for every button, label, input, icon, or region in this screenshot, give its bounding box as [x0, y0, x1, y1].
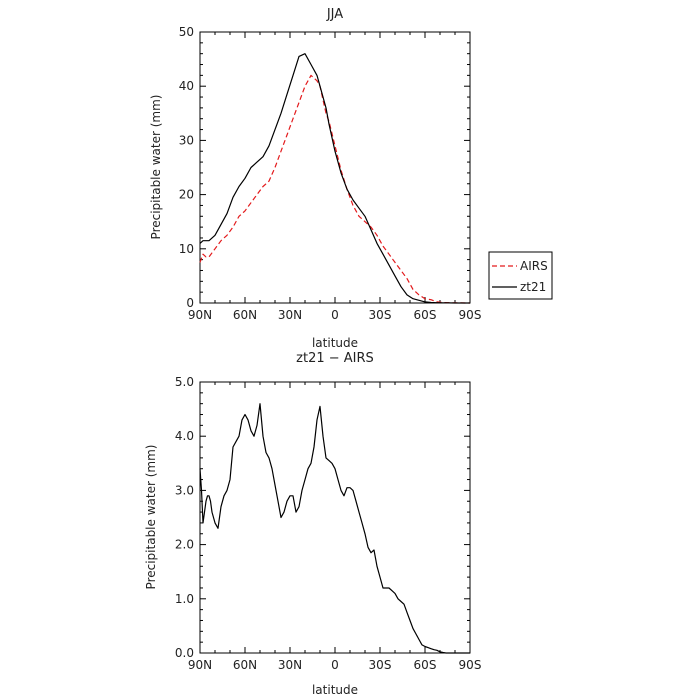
legend-label-zt21: zt21	[520, 280, 546, 294]
y-tick-label: 2.0	[175, 538, 194, 552]
plot-frame	[199, 31, 471, 304]
x-tick-label: 0	[331, 308, 339, 322]
y-tick-label: 50	[179, 25, 194, 39]
chart-panel-jja: JJA 90N 60N 30N 0 30S 60S 90S 0 10 20 30 40 50 lati…	[149, 7, 553, 350]
y-axis-label: Precipitable water (mm)	[149, 95, 163, 240]
x-tick-label: 60S	[414, 658, 437, 672]
legend-box	[488, 251, 553, 300]
chart-panel-difference: zt21 − AIRS 90N 60N 30N 0 30S 60S 90S 0.0 1.0 2.…	[144, 351, 481, 697]
x-tick-label: 0	[331, 658, 339, 672]
x-tick-label: 90N	[188, 308, 212, 322]
chart-title: JJA	[326, 7, 343, 22]
y-tick-label: 0.0	[175, 646, 194, 660]
x-tick-label: 30N	[278, 308, 302, 322]
axis-ticks	[199, 381, 471, 654]
y-tick-label: 30	[179, 133, 194, 147]
legend: AIRS zt21	[488, 251, 553, 300]
axis-ticks	[199, 31, 471, 304]
y-tick-labels: 0.0 1.0 2.0 3.0 4.0 5.0	[175, 375, 194, 660]
y-tick-label: 5.0	[175, 375, 194, 389]
x-tick-label: 60S	[414, 308, 437, 322]
series-line-zt21	[199, 53, 470, 304]
x-tick-labels: 90N 60N 30N 0 30S 60S 90S	[188, 308, 482, 322]
y-axis-label: Precipitable water (mm)	[144, 445, 158, 590]
series-layer	[199, 403, 470, 654]
chart-title: zt21 − AIRS	[296, 351, 374, 366]
x-tick-label: 30N	[278, 658, 302, 672]
x-axis-label: latitude	[312, 683, 358, 697]
y-tick-label: 20	[179, 188, 194, 202]
x-tick-label: 90S	[459, 308, 482, 322]
x-axis-label: latitude	[312, 336, 358, 350]
y-tick-labels: 0 10 20 30 40 50	[179, 25, 194, 310]
series-layer	[199, 53, 470, 304]
x-tick-label: 30S	[369, 308, 392, 322]
y-tick-label: 3.0	[175, 483, 194, 497]
y-tick-label: 0	[186, 296, 194, 310]
y-tick-label: 1.0	[175, 592, 194, 606]
series-line-airs	[199, 74, 470, 304]
y-tick-label: 4.0	[175, 429, 194, 443]
y-tick-label: 10	[179, 242, 194, 256]
x-tick-label: 30S	[369, 658, 392, 672]
series-line-difference	[199, 403, 470, 654]
legend-label-airs: AIRS	[520, 259, 548, 273]
plot-frame	[199, 381, 471, 654]
x-tick-label: 90S	[459, 658, 482, 672]
y-tick-label: 40	[179, 79, 194, 93]
x-tick-label: 60N	[233, 308, 257, 322]
x-tick-label: 90N	[188, 658, 212, 672]
x-tick-labels: 90N 60N 30N 0 30S 60S 90S	[188, 658, 482, 672]
x-tick-label: 60N	[233, 658, 257, 672]
